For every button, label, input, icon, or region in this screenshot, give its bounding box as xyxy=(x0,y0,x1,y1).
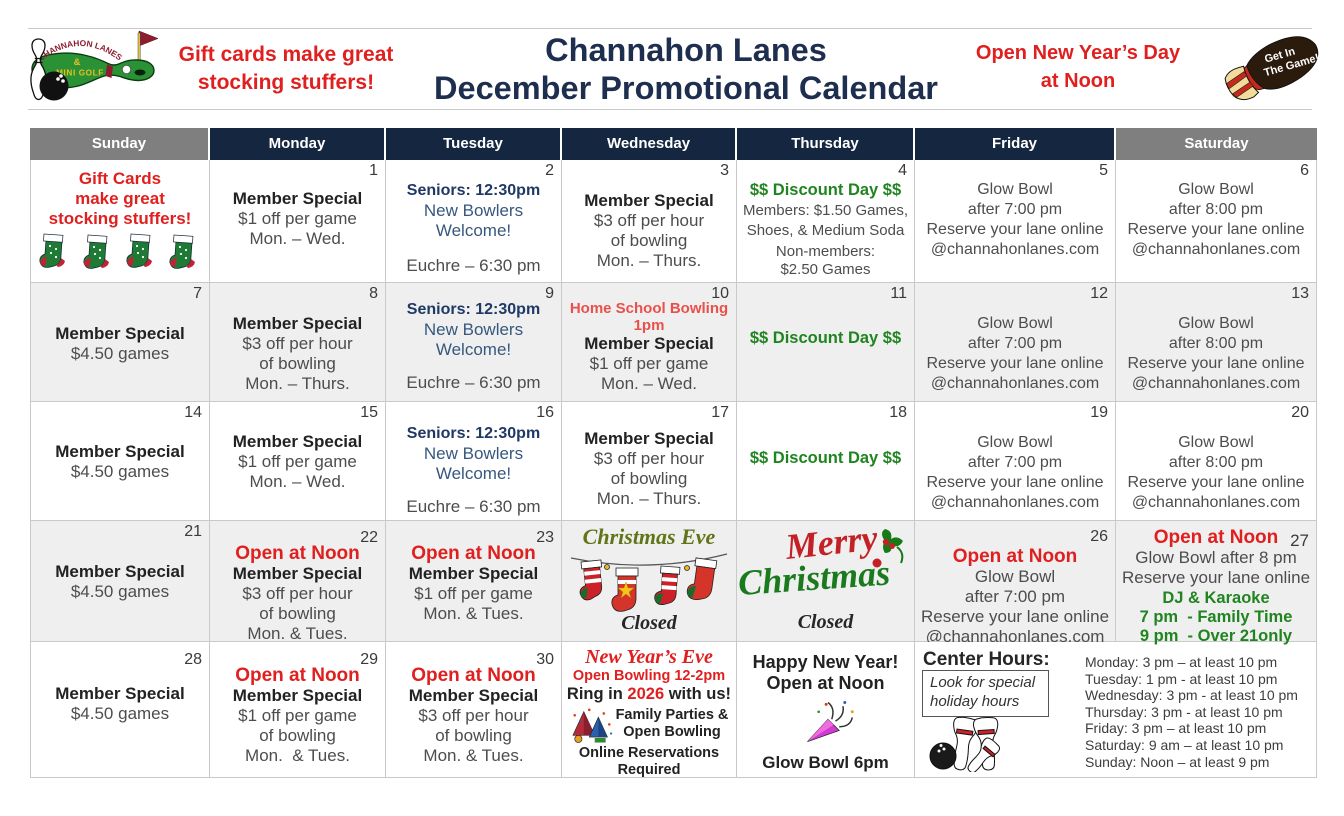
svg-text:MINI GOLF: MINI GOLF xyxy=(56,69,104,78)
svg-text:&: & xyxy=(74,57,81,68)
svg-text:Christmas: Christmas xyxy=(737,552,891,603)
